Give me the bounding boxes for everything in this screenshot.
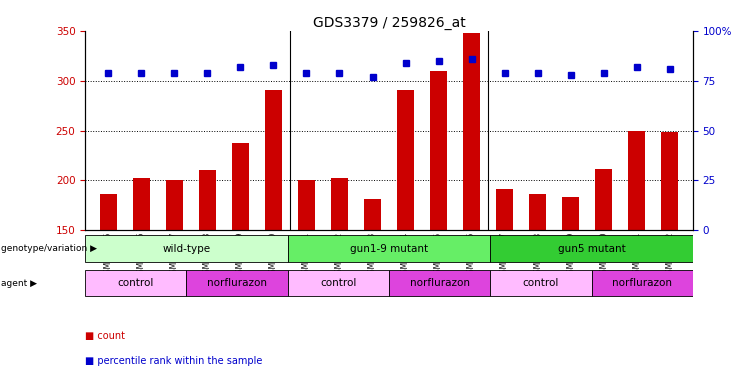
Text: gun1-9 mutant: gun1-9 mutant <box>350 243 428 254</box>
Text: control: control <box>320 278 356 288</box>
Bar <box>265 89 282 230</box>
Bar <box>628 131 645 230</box>
Bar <box>298 180 315 230</box>
Bar <box>288 270 389 296</box>
Bar <box>389 270 491 296</box>
Bar <box>365 199 381 230</box>
Bar <box>662 132 678 230</box>
Bar <box>529 194 546 230</box>
Text: norflurazon: norflurazon <box>410 278 470 288</box>
Text: control: control <box>522 278 559 288</box>
Text: wild-type: wild-type <box>162 243 210 254</box>
Bar <box>288 235 491 262</box>
Text: norflurazon: norflurazon <box>207 278 267 288</box>
Text: control: control <box>118 278 154 288</box>
Bar <box>199 170 216 230</box>
Bar <box>596 169 612 230</box>
Bar <box>187 270 288 296</box>
Bar <box>232 142 249 230</box>
Bar <box>85 270 187 296</box>
Text: genotype/variation ▶: genotype/variation ▶ <box>1 244 98 253</box>
Bar <box>591 270 693 296</box>
Text: norflurazon: norflurazon <box>612 278 672 288</box>
Bar <box>397 89 413 230</box>
Bar <box>133 179 150 230</box>
Bar <box>85 235 288 262</box>
Bar <box>166 180 182 230</box>
Text: agent ▶: agent ▶ <box>1 279 38 288</box>
Title: GDS3379 / 259826_at: GDS3379 / 259826_at <box>313 16 465 30</box>
Bar <box>491 235 693 262</box>
Bar <box>463 33 480 230</box>
Bar <box>331 179 348 230</box>
Text: ■ percentile rank within the sample: ■ percentile rank within the sample <box>85 356 262 366</box>
Text: ■ count: ■ count <box>85 331 125 341</box>
Bar <box>491 270 591 296</box>
Bar <box>496 189 513 230</box>
Bar <box>100 194 116 230</box>
Bar <box>562 197 579 230</box>
Bar <box>431 71 447 230</box>
Text: gun5 mutant: gun5 mutant <box>558 243 625 254</box>
